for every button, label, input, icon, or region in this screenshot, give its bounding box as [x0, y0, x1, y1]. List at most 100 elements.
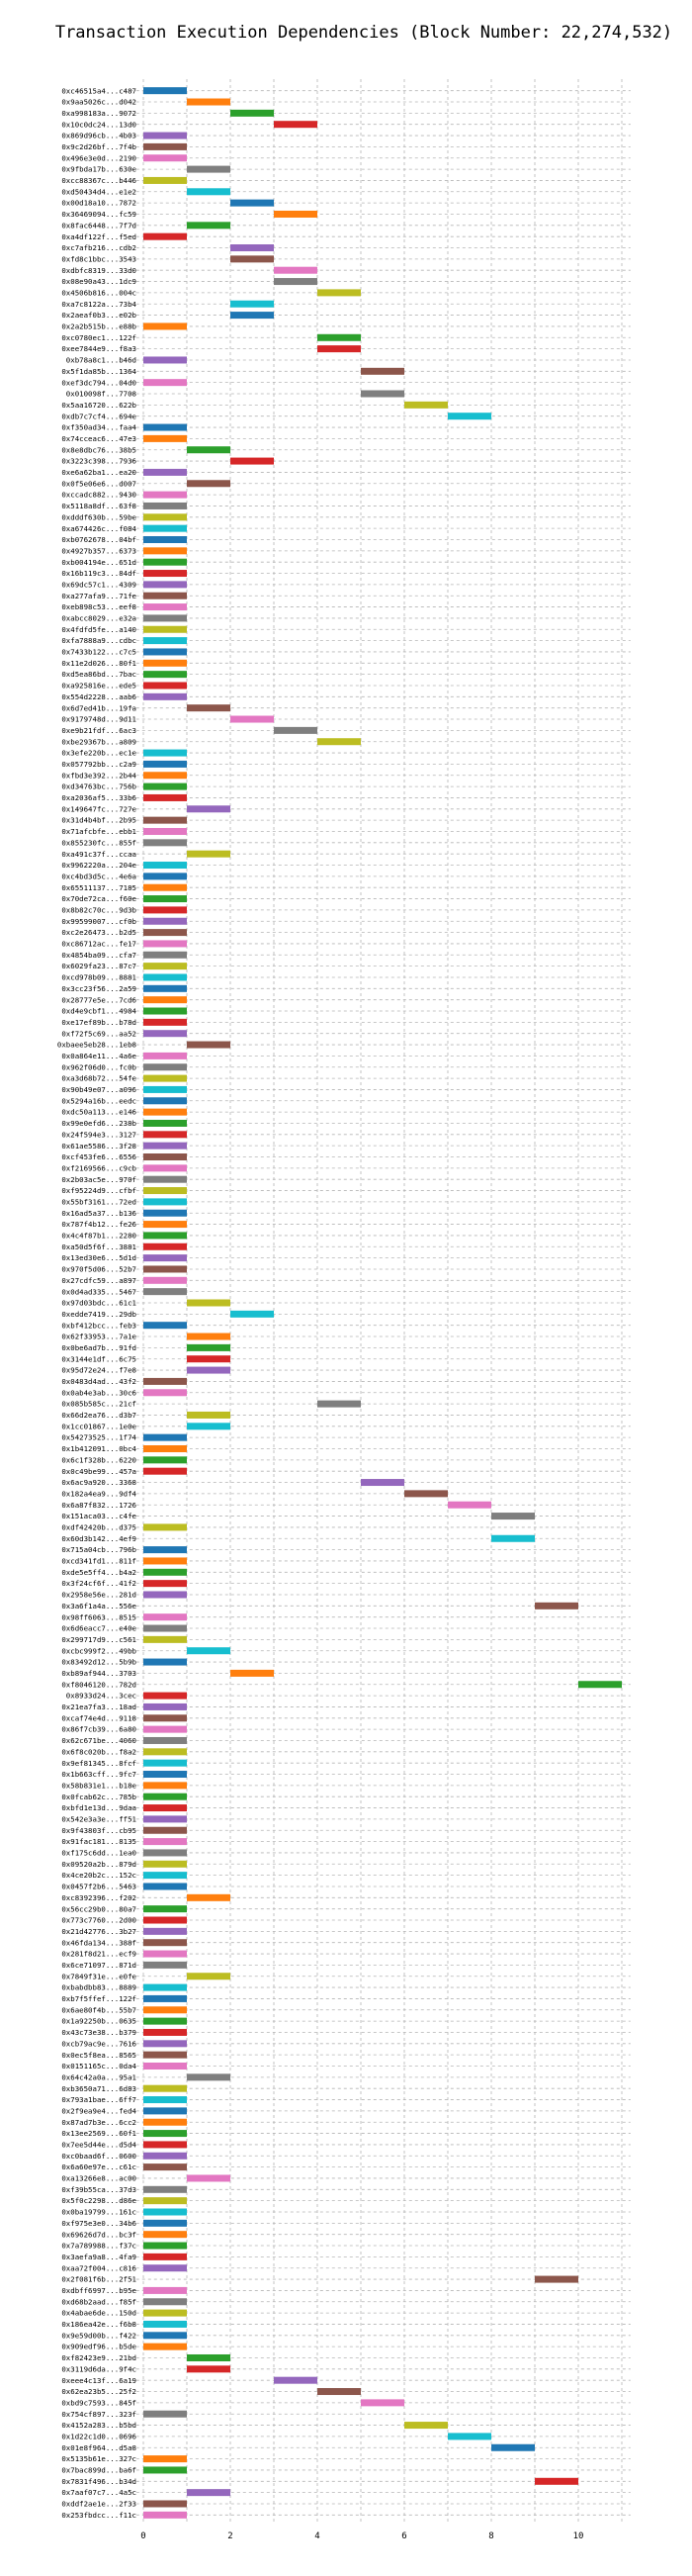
tx-hash-label: 0x90b49e07...a096 — [61, 1085, 136, 1094]
tx-hash-label: 0x2a2b515b...e88b — [61, 322, 136, 331]
tx-bar — [143, 322, 187, 330]
tx-hash-label: 0x715a04cb...796b — [61, 1545, 136, 1554]
tx-bar — [448, 413, 491, 420]
tx-hash-label: 0x01e8f964...d5a8 — [61, 2443, 136, 2452]
tx-hash-label: 0xcaf74e4d...9118 — [61, 1713, 136, 1722]
tx-bar — [143, 1276, 187, 1284]
tx-hash-label: 0x27cdfc59...a897 — [61, 1276, 136, 1285]
tx-bar — [143, 793, 187, 801]
tx-bar — [143, 1221, 187, 1229]
x-tick-label: 2 — [227, 2531, 232, 2541]
tx-hash-label: 0xeb898c53...eef8 — [61, 602, 136, 611]
tx-bar — [143, 491, 187, 499]
tx-bar — [143, 2410, 187, 2418]
tx-hash-label: 0x91fac181...8135 — [61, 1837, 136, 1846]
tx-bar — [143, 873, 187, 880]
tx-hash-label: 0x5aa16720...622b — [61, 401, 136, 410]
tx-hash-label: 0x8b82c70c...9d3b — [61, 906, 136, 915]
tx-bar — [143, 1950, 187, 1958]
tx-hash-label: 0xb78a8c1...b46d — [66, 356, 136, 365]
tx-hash-label: 0x5135b61e...327c — [61, 2454, 136, 2463]
tx-hash-label: 0x909edf96...b5de — [61, 2343, 136, 2351]
tx-bar — [187, 1299, 230, 1307]
tx-hash-label: 0xedde7419...29db — [61, 1310, 136, 1319]
tx-bar — [274, 726, 317, 734]
tx-bar — [143, 1568, 187, 1576]
tx-hash-label: 0x66d2ea76...d3b7 — [61, 1411, 136, 1420]
tx-bar — [187, 2174, 230, 2182]
tx-hash-label: 0x9aa5026c...d042 — [61, 98, 136, 107]
tx-bar — [143, 1433, 187, 1441]
tx-hash-label: 0x9179748d...9d11 — [61, 715, 136, 724]
tx-bar — [143, 524, 187, 532]
tx-hash-label: 0x36469094...fc59 — [61, 210, 136, 219]
tx-bar — [143, 2040, 187, 2048]
tx-hash-label: 0x2958e56e...281d — [61, 1591, 136, 1600]
tx-bar — [143, 1658, 187, 1666]
tx-bar — [187, 188, 230, 196]
tx-bar — [187, 1893, 230, 1901]
tx-hash-label: 0x4506b816...004c — [61, 288, 136, 297]
tx-bar — [274, 210, 317, 218]
tx-bar — [143, 513, 187, 521]
tx-hash-label: 0x0d4ad335...5467 — [61, 1287, 136, 1296]
tx-hash-label: 0x7433b122...c7c5 — [61, 648, 136, 657]
tx-hash-label: 0x69dc57c1...4309 — [61, 580, 136, 589]
tx-hash-label: 0x1b663cff...9fc7 — [61, 1770, 136, 1779]
x-tick-label: 6 — [401, 2531, 406, 2541]
tx-bar — [143, 1759, 187, 1767]
tx-bar — [143, 1108, 187, 1116]
tx-hash-label: 0x3119d6da...9f4c — [61, 2364, 136, 2373]
tx-bar — [143, 1771, 187, 1779]
tx-hash-label: 0x65511137...7185 — [61, 883, 136, 892]
tx-hash-label: 0xf175c6dd...1ea0 — [61, 1849, 136, 1858]
tx-bar — [143, 87, 187, 95]
tx-hash-label: 0x4fdfd5fe...a140 — [61, 625, 136, 634]
tx-bar — [143, 2332, 187, 2340]
tx-bar — [187, 2365, 230, 2373]
tx-hash-label: 0x6a60e97e...c61c — [61, 2162, 136, 2171]
tx-bar — [361, 1479, 404, 1487]
tx-bar — [143, 535, 187, 543]
tx-hash-label: 0xb004194e...651d — [61, 558, 136, 567]
tx-bar — [143, 2309, 187, 2317]
bar-layer — [143, 87, 622, 2519]
tx-bar — [143, 1242, 187, 1250]
tx-bar — [143, 132, 187, 139]
tx-hash-label: 0x69626d7d...bc3f — [61, 2230, 136, 2239]
tx-bar — [143, 1557, 187, 1565]
tx-bar — [143, 592, 187, 599]
tx-bar — [143, 1546, 187, 1554]
tx-bar — [143, 1580, 187, 1588]
tx-bar — [187, 805, 230, 813]
tx-bar — [143, 1456, 187, 1464]
tx-hash-label: 0xbe29367b...a809 — [61, 737, 136, 746]
tx-bar — [143, 1961, 187, 1969]
tx-hash-label: 0xf95224d9...cfbf — [61, 1186, 136, 1195]
tx-bar — [143, 2219, 187, 2227]
tx-bar — [143, 2028, 187, 2036]
tx-bar — [143, 1591, 187, 1599]
tx-hash-label: 0x186ea42e...f6b8 — [61, 2320, 136, 2329]
tx-hash-label: 0xcbc999f2...49bb — [61, 1646, 136, 1655]
tx-hash-label: 0x6029fa23...87c7 — [61, 962, 136, 970]
tx-hash-label: 0x0a864e11...4a6e — [61, 1052, 136, 1060]
tx-hash-label: 0x24f594e3...3127 — [61, 1130, 136, 1139]
tx-bar — [143, 2264, 187, 2272]
tx-hash-label: 0x62c671be...4060 — [61, 1736, 136, 1745]
tx-bar — [187, 1366, 230, 1374]
tx-bar — [317, 289, 361, 297]
tx-hash-label: 0x1a92250b...0635 — [61, 2017, 136, 2026]
tx-hash-label: 0x7a789988...f37c — [61, 2242, 136, 2251]
tx-hash-label: 0xc86712ac...fe17 — [61, 940, 136, 949]
tx-hash-label: 0x0be6ad7b...91fd — [61, 1343, 136, 1352]
tx-bar — [230, 312, 274, 320]
tx-bar — [143, 434, 187, 442]
tx-bar — [317, 345, 361, 353]
tx-bar — [143, 2084, 187, 2092]
tx-hash-label: 0xcc88367c...b446 — [61, 176, 136, 185]
tx-hash-label: 0x60d3b142...4ef9 — [61, 1534, 136, 1543]
tx-hash-label: 0x3aefa9a8...4fa9 — [61, 2253, 136, 2261]
tx-hash-label: 0x43c73e38...b379 — [61, 2028, 136, 2037]
